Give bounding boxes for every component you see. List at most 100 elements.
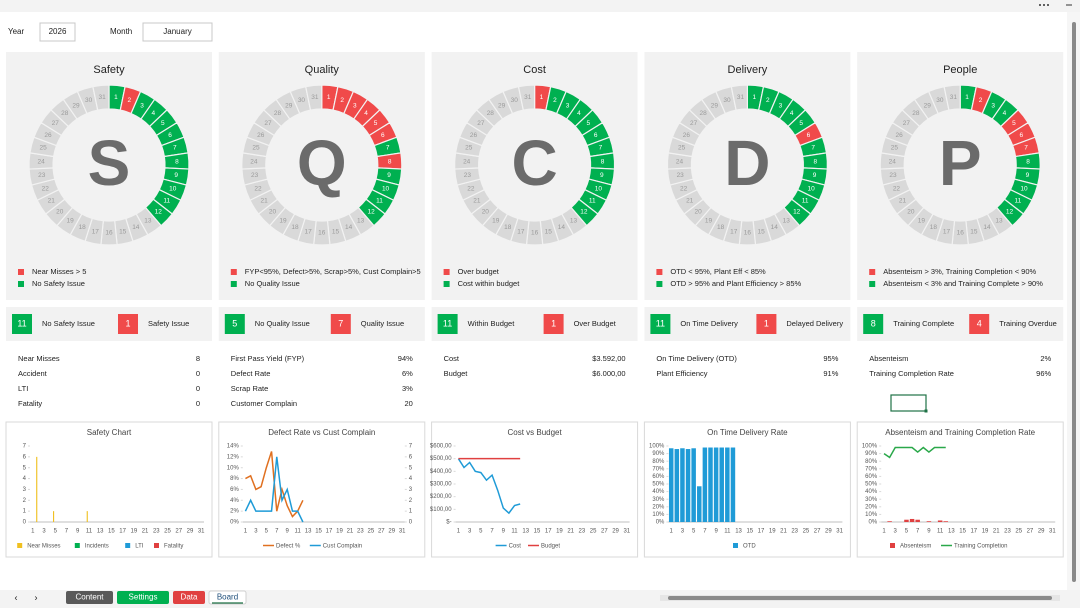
day-label: 22 — [254, 185, 262, 192]
y-tick-label: 70% — [652, 466, 665, 472]
x-tick-label: 21 — [993, 529, 1000, 535]
x-tick-label: 3 — [254, 529, 258, 535]
month-value[interactable]: January — [163, 27, 191, 36]
count-value: 1 — [551, 318, 556, 328]
day-label: 21 — [260, 198, 268, 205]
day-label: 8 — [388, 158, 392, 165]
count-value: 11 — [443, 318, 452, 328]
bar — [887, 521, 892, 522]
sheet-tab[interactable] — [208, 590, 247, 605]
sheet-tab[interactable] — [173, 591, 205, 604]
metric-value: $3.592,00 — [592, 354, 625, 363]
line-series — [883, 446, 946, 459]
day-label: 31 — [524, 94, 532, 101]
count-label: Safety Issue — [148, 319, 189, 328]
chart-title: Absenteism and Training Completion Rate — [885, 428, 1035, 437]
day-label: 7 — [1024, 145, 1028, 152]
day-label: 13 — [995, 218, 1003, 225]
x-tick-label: 5 — [479, 529, 483, 535]
sheet-tab-label[interactable]: Content — [75, 593, 104, 602]
y2-tick-label: 2 — [409, 498, 413, 504]
count-value: 1 — [764, 318, 769, 328]
y-tick-label: 14% — [227, 444, 240, 450]
sheet-tab-label[interactable]: Board — [217, 593, 238, 602]
metric-value: $6.000,00 — [592, 369, 625, 378]
panel-title: Cost — [523, 64, 546, 76]
day-label: 30 — [298, 97, 306, 104]
y-tick-label: 30% — [652, 497, 665, 503]
day-label: 22 — [680, 185, 688, 192]
bar — [680, 448, 685, 522]
day-label: 18 — [504, 224, 512, 231]
chart-title: Defect Rate vs Cust Complain — [268, 428, 375, 437]
scroll-thumb[interactable] — [1072, 22, 1076, 582]
y-tick-label: 2% — [230, 509, 239, 515]
count-row — [644, 307, 851, 341]
year-value[interactable]: 2026 — [49, 27, 67, 36]
legend-text: Over budget — [458, 267, 500, 276]
bar — [943, 521, 948, 522]
x-tick-label: 9 — [286, 529, 290, 535]
x-tick-label: 15 — [534, 529, 541, 535]
day-label: 18 — [291, 224, 299, 231]
y-tick-label: $400,00 — [430, 469, 452, 475]
day-label: 22 — [42, 185, 50, 192]
day-label: 17 — [92, 228, 100, 235]
x-tick-label: 5 — [54, 529, 58, 535]
day-label: 3 — [566, 102, 570, 109]
sheet-tab[interactable] — [117, 591, 169, 604]
count-value: 7 — [338, 318, 343, 328]
panel-letter: C — [511, 127, 557, 199]
day-label: 24 — [463, 158, 471, 165]
y-tick-label: 80% — [865, 459, 878, 465]
selected-cell[interactable] — [890, 394, 927, 412]
h-scroll-thumb[interactable] — [668, 596, 1052, 600]
sheet-tab-label[interactable]: Settings — [129, 593, 158, 602]
x-tick-label: 23 — [153, 529, 160, 535]
x-tick-label: 1 — [457, 529, 461, 535]
month-input[interactable] — [142, 22, 213, 42]
year-input[interactable] — [39, 22, 76, 42]
y-tick-label: 4% — [230, 498, 239, 504]
day-label: 6 — [1019, 132, 1023, 139]
sheet-tab-label[interactable]: Data — [181, 593, 198, 602]
chart-frame — [218, 421, 426, 558]
day-label: 10 — [169, 185, 177, 192]
day-label: 31 — [950, 94, 958, 101]
y-tick-label: 0% — [230, 520, 239, 526]
prev-sheet[interactable]: ‹ — [15, 592, 18, 602]
panel-letter: Q — [297, 127, 347, 199]
panel-title: People — [943, 64, 977, 76]
year-label: Year — [8, 27, 25, 36]
metric-label: Customer Complain — [231, 399, 297, 408]
day-label: 13 — [357, 218, 365, 225]
legend-text: Fatality — [164, 544, 183, 550]
legend-text: Cust Complain — [323, 544, 362, 550]
day-label: 4 — [151, 110, 155, 117]
y2-tick-label: 4 — [409, 476, 413, 482]
x-tick-label: 25 — [803, 529, 810, 535]
fill-handle[interactable] — [924, 409, 928, 413]
y-tick-label: 0% — [656, 520, 665, 526]
x-tick-label: 9 — [76, 529, 80, 535]
day-label: 21 — [473, 198, 481, 205]
x-tick-label: 19 — [556, 529, 563, 535]
day-label: 28 — [699, 110, 707, 117]
bar — [937, 520, 943, 522]
legend-text: Absenteism — [900, 544, 931, 550]
legend-swatch — [443, 281, 450, 287]
bar — [691, 448, 696, 522]
sheet-tab[interactable] — [66, 591, 113, 604]
day-label: 31 — [737, 94, 745, 101]
next-sheet[interactable]: › — [35, 592, 38, 602]
bar — [719, 447, 724, 522]
day-label: 25 — [465, 145, 473, 152]
day-label: 20 — [269, 209, 277, 216]
day-label: 2 — [766, 97, 770, 104]
more-menu[interactable] — [1039, 4, 1049, 6]
x-tick-label: 7 — [65, 529, 69, 535]
y-tick-label: 6 — [23, 454, 27, 460]
day-label: 11 — [589, 198, 596, 205]
count-value: 1 — [125, 318, 130, 328]
day-label: 5 — [161, 120, 165, 127]
